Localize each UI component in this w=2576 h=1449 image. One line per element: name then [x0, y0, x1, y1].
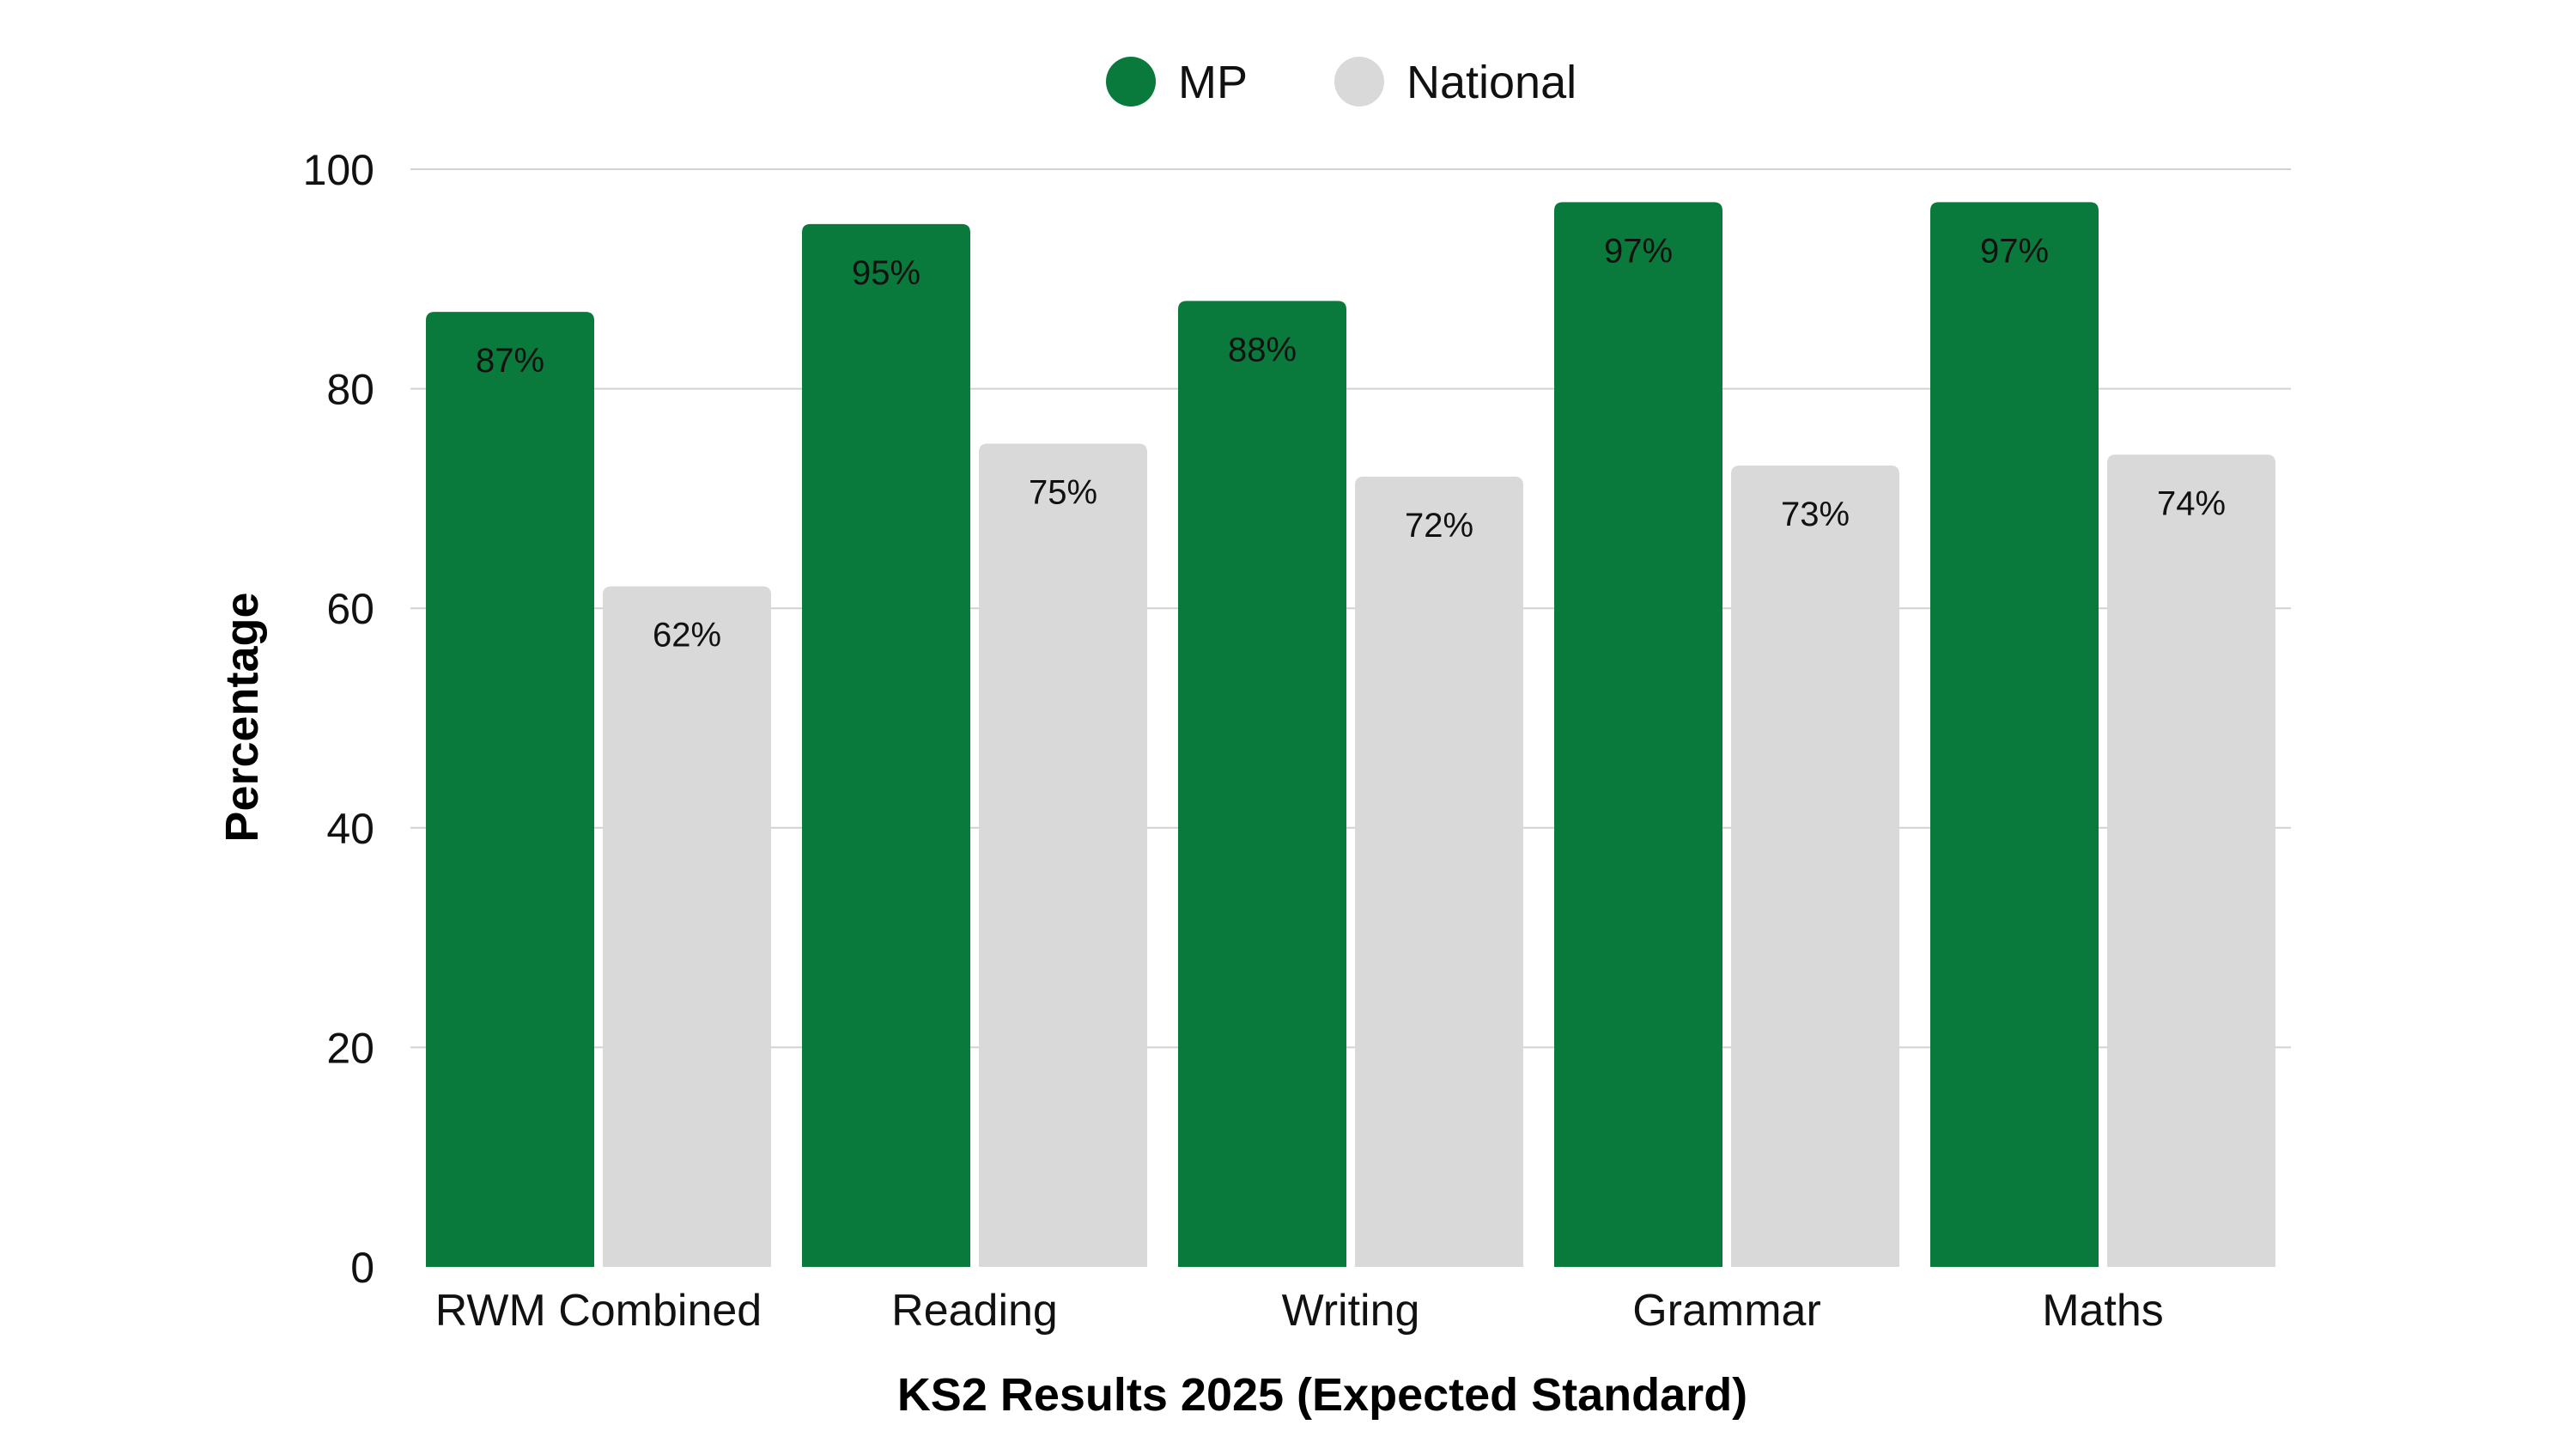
data-label-national-rwm-combined: 62% — [653, 617, 721, 654]
x-tick-reading: Reading — [891, 1286, 1058, 1336]
legend-marker-national — [1334, 57, 1384, 107]
x-tick-writing: Writing — [1282, 1286, 1420, 1336]
bar-mp-maths — [1930, 202, 2099, 1268]
legend-marker-mp — [1106, 57, 1156, 107]
bar-national-reading — [979, 443, 1147, 1267]
y-tick-0: 0 — [350, 1244, 374, 1292]
y-tick-80: 80 — [326, 366, 374, 414]
x-tick-maths: Maths — [2042, 1286, 2164, 1336]
bar-mp-writing — [1178, 301, 1346, 1267]
data-label-national-grammar: 73% — [1781, 496, 1850, 533]
data-label-mp-rwm-combined: 87% — [476, 342, 544, 380]
y-tick-40: 40 — [326, 805, 374, 853]
data-label-mp-grammar: 97% — [1604, 232, 1673, 270]
legend: MP National — [1106, 57, 1577, 108]
bar-national-writing — [1355, 476, 1523, 1267]
data-label-national-writing: 72% — [1405, 507, 1473, 545]
x-tick-grammar: Grammar — [1632, 1286, 1821, 1336]
y-axis-ticks: 0 20 40 60 80 100 — [303, 146, 374, 1292]
bar-mp-rwm-combined — [426, 312, 594, 1267]
data-labels: 87% 62% 95% 75% 88% 72% 97% 73% 97% 74% — [476, 232, 2226, 654]
data-label-mp-maths: 97% — [1980, 232, 2049, 270]
data-label-national-maths: 74% — [2157, 484, 2226, 522]
bar-mp-reading — [802, 223, 970, 1267]
y-axis-title: Percentage — [216, 592, 268, 842]
legend-label-mp: MP — [1178, 57, 1248, 108]
data-label-national-reading: 75% — [1029, 474, 1097, 512]
data-label-mp-writing: 88% — [1228, 331, 1297, 368]
y-tick-20: 20 — [326, 1024, 374, 1072]
y-tick-60: 60 — [326, 585, 374, 633]
bars — [426, 202, 2275, 1268]
bar-national-rwm-combined — [603, 586, 771, 1267]
x-axis-labels: RWM Combined Reading Writing Grammar Maths — [435, 1286, 2164, 1336]
legend-label-national: National — [1406, 57, 1577, 108]
x-axis-title: KS2 Results 2025 (Expected Standard) — [897, 1369, 1747, 1421]
y-tick-100: 100 — [303, 146, 374, 194]
bar-mp-grammar — [1554, 202, 1722, 1268]
bar-national-maths — [2107, 454, 2275, 1267]
bar-national-grammar — [1731, 466, 1899, 1267]
x-tick-rwm-combined: RWM Combined — [435, 1286, 762, 1336]
data-label-mp-reading: 95% — [852, 254, 920, 292]
